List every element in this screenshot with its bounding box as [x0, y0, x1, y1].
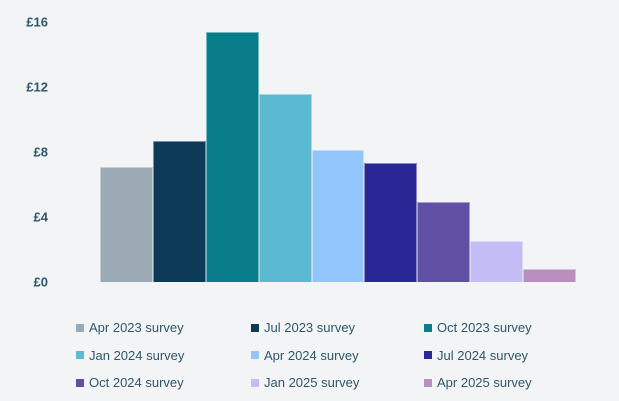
bar-jan-2024-survey	[258, 93, 312, 282]
legend-item-jul-2024-survey: Jul 2024 survey	[424, 348, 532, 363]
bar-jul-2023-survey	[152, 140, 206, 282]
legend-label: Oct 2023 survey	[437, 320, 532, 336]
bar-jan-2025-survey	[470, 241, 524, 282]
bar-apr-2023-survey	[100, 166, 153, 282]
legend-label: Jul 2024 survey	[437, 347, 529, 363]
legend-label: Jul 2023 survey	[264, 320, 356, 336]
y-tick-label-8: £8	[33, 144, 48, 160]
legend-item-apr-2023-survey: Apr 2023 survey	[76, 320, 251, 335]
bar-jul-2024-survey	[364, 163, 418, 282]
bar-oct-2023-survey	[205, 31, 259, 282]
legend-item-apr-2025-survey: Apr 2025 survey	[424, 375, 532, 390]
bar-apr-2024-survey	[311, 150, 365, 282]
legend-swatch-icon	[76, 378, 84, 387]
legend-item-apr-2024-survey: Apr 2024 survey	[251, 348, 424, 363]
y-tick-label-16: £16	[26, 14, 48, 30]
legend-swatch-icon	[424, 378, 432, 387]
legend-swatch-icon	[76, 323, 84, 332]
legend-swatch-icon	[251, 378, 259, 387]
legend-swatch-icon	[251, 323, 259, 332]
legend-item-jan-2024-survey: Jan 2024 survey	[76, 348, 251, 363]
legend-label: Jan 2025 survey	[264, 375, 360, 391]
bar-apr-2025-survey	[523, 269, 576, 282]
legend-swatch-icon	[76, 351, 84, 360]
legend-item-oct-2023-survey: Oct 2023 survey	[424, 320, 532, 335]
legend-swatch-icon	[424, 351, 432, 360]
legend-swatch-icon	[251, 351, 259, 360]
legend-label: Jan 2024 survey	[89, 347, 185, 363]
legend-label: Oct 2024 survey	[89, 375, 184, 391]
legend: Apr 2023 survey Jul 2023 survey Oct 2023 s…	[76, 314, 532, 397]
legend-swatch-icon	[424, 323, 432, 332]
y-tick-label-12: £12	[26, 79, 48, 95]
legend-label: Apr 2025 survey	[437, 375, 532, 391]
legend-label: Apr 2023 survey	[89, 320, 184, 336]
legend-item-oct-2024-survey: Oct 2024 survey	[76, 375, 251, 390]
legend-item-jul-2023-survey: Jul 2023 survey	[251, 320, 424, 335]
y-tick-label-0: £0	[33, 274, 48, 290]
y-tick-label-4: £4	[33, 209, 48, 225]
legend-item-jan-2025-survey: Jan 2025 survey	[251, 375, 424, 390]
plot-area: £0 £4 £8 £12 £16	[26, 0, 576, 290]
bar-oct-2024-survey	[417, 202, 471, 282]
legend-label: Apr 2024 survey	[264, 347, 359, 363]
bar-series	[100, 0, 576, 282]
